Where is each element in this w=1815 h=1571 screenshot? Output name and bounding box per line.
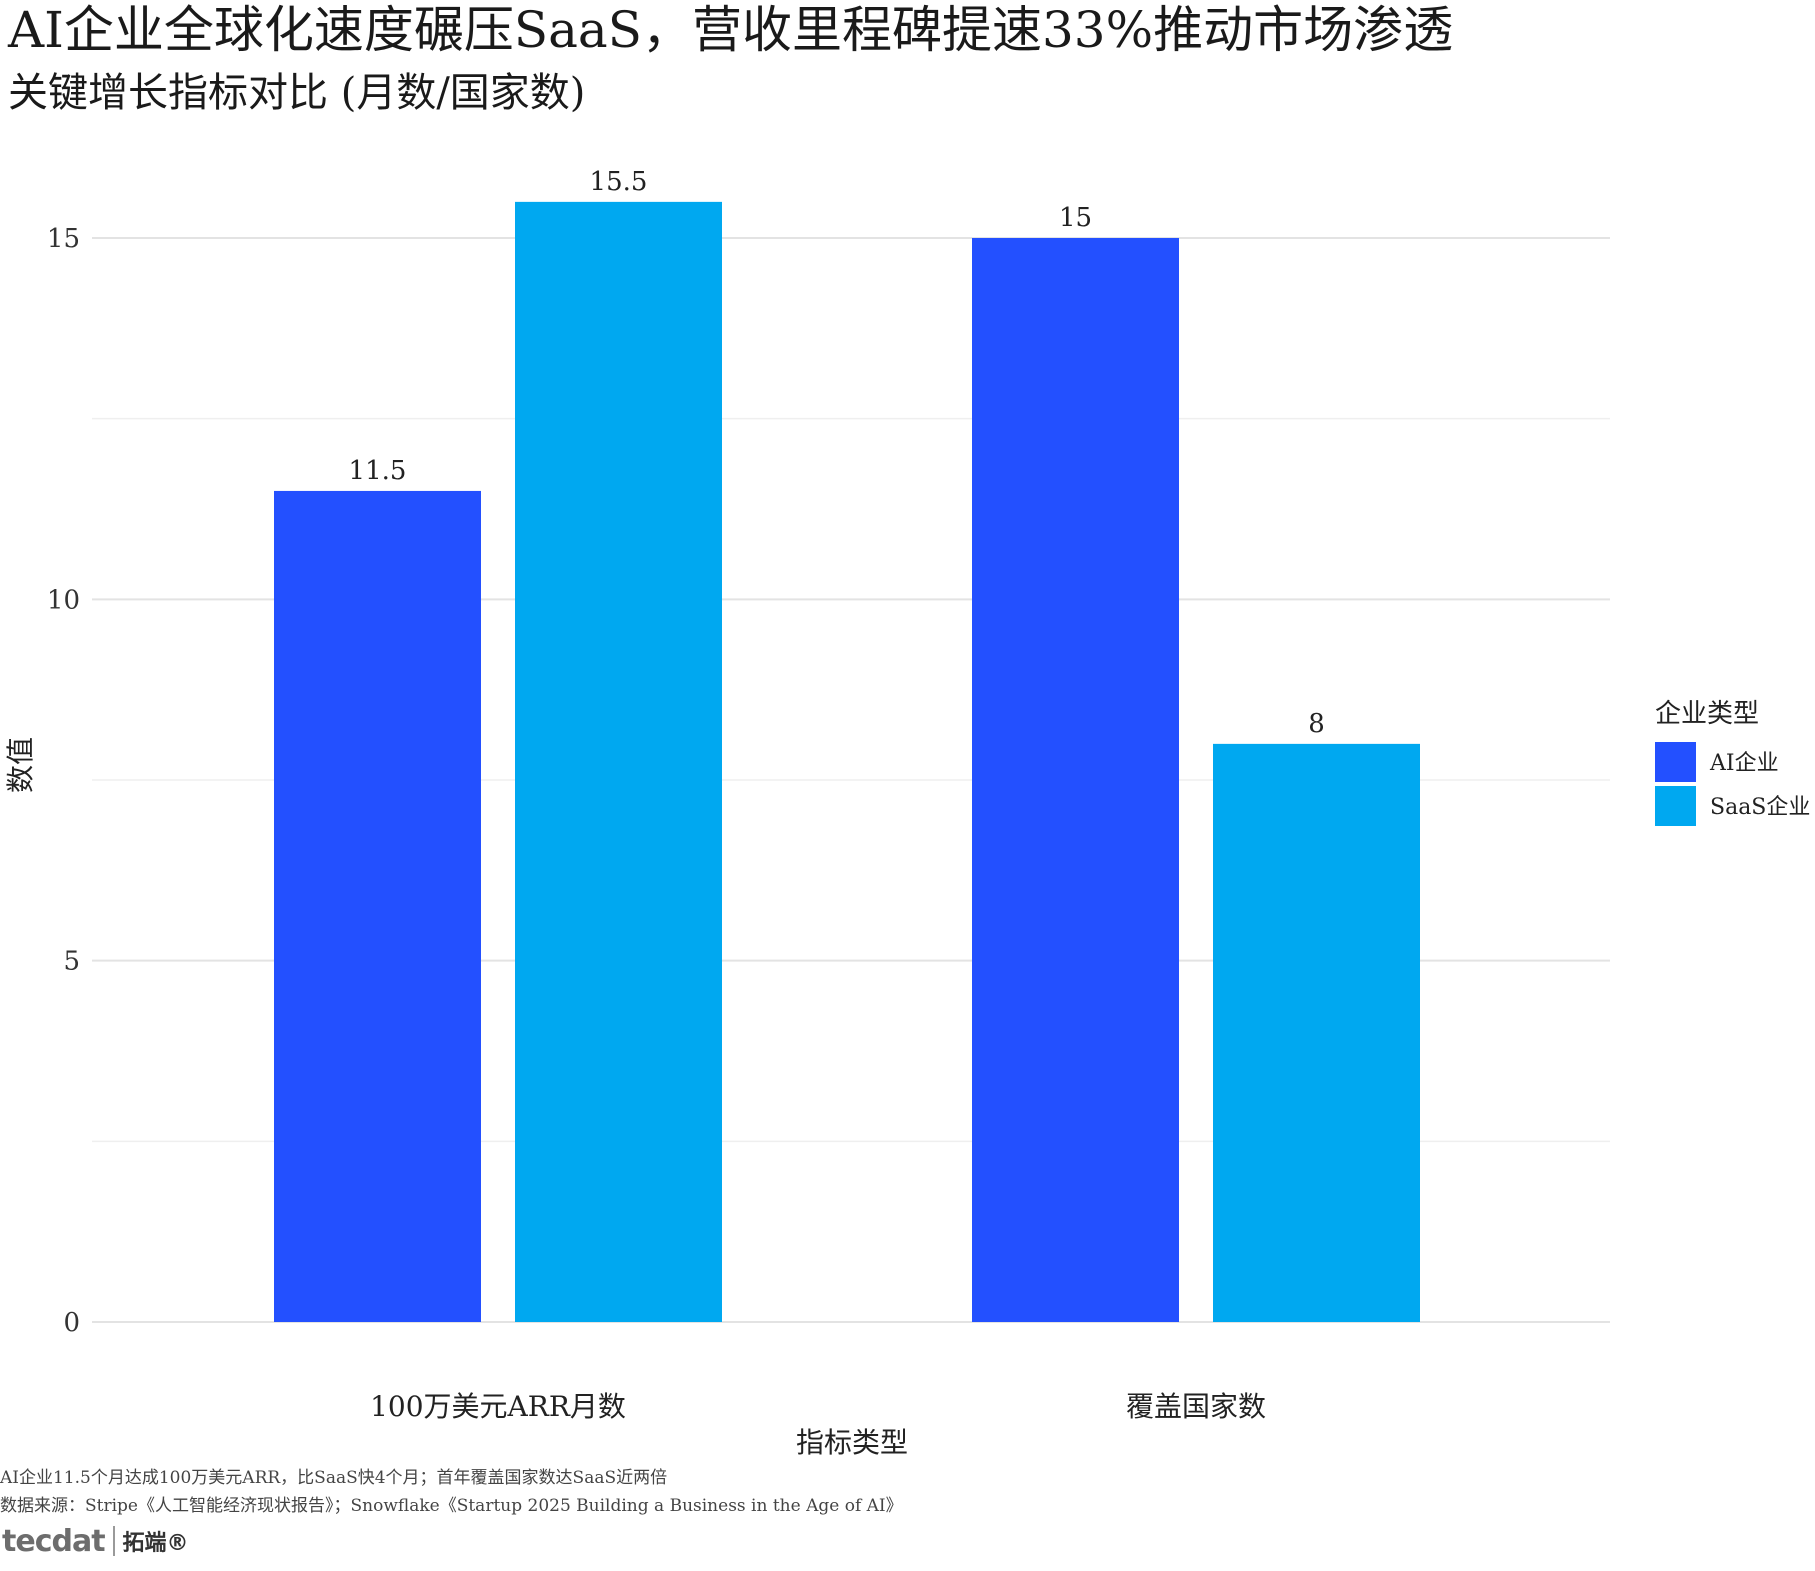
chart-title: AI企业全球化速度碾压SaaS，营收里程碑提速33%推动市场渗透 <box>8 1 1454 59</box>
legend-label: AI企业 <box>1709 751 1779 776</box>
chart-subtitle: 关键增长指标对比 (月数/国家数) <box>8 70 586 116</box>
legend-swatch <box>1655 786 1696 826</box>
bar-value-label: 11.5 <box>349 456 407 486</box>
bar <box>972 238 1179 1322</box>
legend-label: SaaS企业 <box>1710 795 1810 820</box>
y-tick-label: 15 <box>47 224 80 254</box>
bar <box>274 490 481 1322</box>
legend-title: 企业类型 <box>1655 699 1759 729</box>
y-tick-label: 5 <box>63 947 80 977</box>
legend-swatch <box>1655 742 1696 782</box>
x-tick-label: 覆盖国家数 <box>1126 1390 1266 1423</box>
bar-value-label: 15.5 <box>590 167 648 197</box>
data-source: 数据来源：Stripe《人工智能经济现状报告》；Snowflake《Startu… <box>0 1496 903 1516</box>
bar-value-label: 15 <box>1059 203 1092 233</box>
y-tick-label: 10 <box>47 585 80 615</box>
y-tick-label: 0 <box>63 1308 80 1338</box>
logo-chinese-name: 拓端® <box>122 1531 189 1556</box>
x-axis-title: 指标类型 <box>796 1426 908 1459</box>
logo-brand: tecdat <box>2 1523 106 1559</box>
bar-value-label: 8 <box>1308 709 1325 739</box>
tecdat-logo: tecdat 拓端® <box>2 1513 189 1569</box>
logo-divider <box>112 1526 115 1556</box>
bar <box>515 201 722 1322</box>
bar <box>1213 743 1420 1322</box>
y-axis-title: 数值 <box>4 737 37 793</box>
chart-caption: AI企业11.5个月达成100万美元ARR，比SaaS快4个月；首年覆盖国家数达… <box>0 1468 668 1488</box>
x-tick-label: 100万美元ARR月数 <box>370 1390 626 1423</box>
